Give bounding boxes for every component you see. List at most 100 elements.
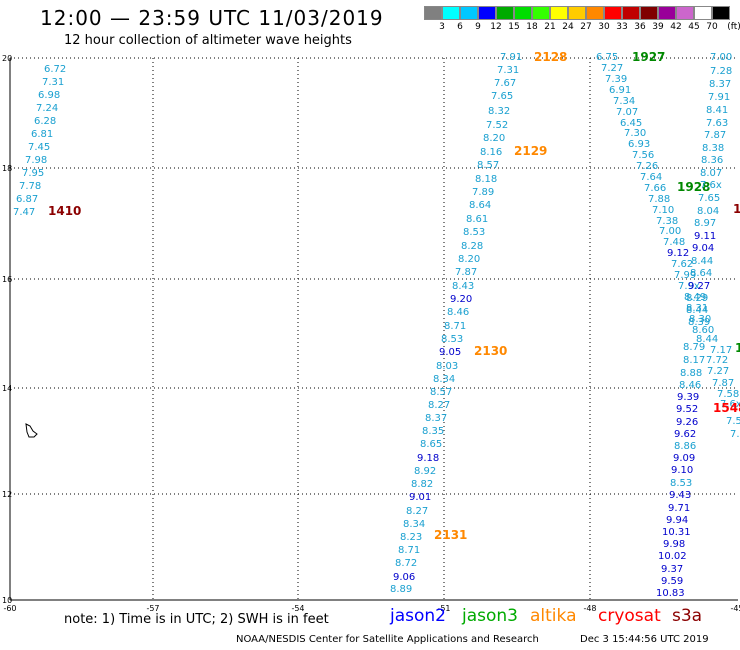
satellite-cryosat: cryosat <box>598 606 661 626</box>
wave-height-label: 8.37 <box>709 79 731 90</box>
legend-swatch <box>694 6 712 20</box>
wave-height-label: 8.18 <box>475 174 497 185</box>
wave-labels: 6.72 7.31 6.98 7.24 6.28 6.81 7.45 7.98 7.95 7.78… <box>13 50 740 599</box>
wave-height-label: 8.36 <box>701 155 723 166</box>
y-tick-label: 12 <box>2 490 12 499</box>
wave-height-label: 7.58 <box>717 389 739 400</box>
wave-height-label: 9.62 <box>674 429 696 440</box>
wave-height-label: 7.27 <box>707 366 729 377</box>
wave-height-label: 6.75 <box>596 52 618 63</box>
wave-height-label: 7.91 <box>500 52 522 63</box>
wave-height-label: 9.43 <box>669 490 691 501</box>
wave-height-label: 8.20 <box>458 254 480 265</box>
wave-height-label: 6.45 <box>620 118 642 129</box>
legend-label: 42 <box>670 22 682 32</box>
wave-height-label: 7.72 <box>706 355 728 366</box>
wave-height-label: 9.26 <box>676 417 698 428</box>
legend-label: 27 <box>580 22 592 32</box>
wave-height-label: 8.28 <box>461 241 483 252</box>
wave-height-label: 8.65 <box>420 439 442 450</box>
wave-height-label: 8.64 <box>690 268 712 279</box>
wave-height-label: 7.24 <box>36 103 58 114</box>
wave-height-label: 9.01 <box>409 492 431 503</box>
wave-height-label: 8.88 <box>680 368 702 379</box>
wave-height-label: 8.53 <box>463 227 485 238</box>
wave-height-label: 8.44 <box>686 305 708 316</box>
wave-height-label: 9.37 <box>661 564 683 575</box>
wave-height-label: 7.87 <box>704 130 726 141</box>
pass-time-label: 1410 <box>48 204 81 218</box>
wave-height-label: 8.43 <box>452 281 474 292</box>
wave-height-label: 8.03 <box>436 361 458 372</box>
wave-height-label: 8.71 <box>398 545 420 556</box>
wave-height-label: 7.17 <box>710 345 732 356</box>
wave-height-label: 8.92 <box>414 466 436 477</box>
wave-height-label: 7.63 <box>706 118 728 129</box>
wave-height-label: 7.65 <box>491 91 513 102</box>
satellite-s3a: s3a <box>672 606 703 626</box>
wave-height-label: 7.31 <box>497 65 519 76</box>
wave-height-label: 8.61 <box>466 214 488 225</box>
wave-height-label: 6.28 <box>34 116 56 127</box>
color-legend-labels: 3 6 9 12 15 18 21 24 27 30 33 36 39 42 45 70 (ft) <box>424 22 740 34</box>
wave-height-label: 8.49 <box>684 292 706 303</box>
wave-height-label: 8.37 <box>425 413 447 424</box>
wave-height-label: 9.09 <box>673 453 695 464</box>
legend-swatch <box>640 6 658 20</box>
wave-height-label: 7.67 <box>494 78 516 89</box>
x-tick-label: -51 <box>437 604 450 613</box>
wave-height-label: 6.81 <box>31 129 53 140</box>
wave-height-label: 8.60 <box>692 325 714 336</box>
wave-height-label: 8.53 <box>441 334 463 345</box>
wave-height-label: 9.98 <box>663 539 685 550</box>
wave-height-label: 7.87 <box>455 267 477 278</box>
axis-ticks: -60 -57 -54 -51 -48 -45 20 18 16 14 12 10 <box>2 54 740 613</box>
wave-height-label: 8.31 <box>686 303 708 314</box>
satellite-jason2: jason2 <box>390 606 446 626</box>
legend-swatch <box>496 6 514 20</box>
wave-height-label: 7.26 <box>636 161 658 172</box>
wave-height-label: 7.31 <box>42 77 64 88</box>
legend-swatch <box>712 6 730 20</box>
wave-height-label: 7.62 <box>671 259 693 270</box>
legend-label: 15 <box>508 22 520 32</box>
pass-time-label: 2128 <box>534 50 567 64</box>
legend-label: 45 <box>688 22 700 32</box>
wave-height-label: 10.02 <box>658 551 687 562</box>
legend-swatch <box>550 6 568 20</box>
legend-label: 18 <box>526 22 538 32</box>
wave-height-label: 9.06 <box>393 572 415 583</box>
wave-height-label: 8.79 <box>683 342 705 353</box>
x-tick-label: -48 <box>583 604 596 613</box>
legend-label: 6 <box>457 22 463 32</box>
wave-height-label: 10.31 <box>662 527 691 538</box>
wave-height-label: 8.07 <box>700 168 722 179</box>
x-tick-label: -60 <box>3 604 16 613</box>
satellite-jason3: jason3 <box>462 606 518 626</box>
legend-swatch <box>658 6 676 20</box>
wave-height-label: 8.86 <box>674 441 696 452</box>
wave-height-label: 7.00 <box>659 226 681 237</box>
wave-height-label: 6.91 <box>609 85 631 96</box>
pass-time-label: 1927 <box>632 50 665 64</box>
wave-height-label: 6.87 <box>16 194 38 205</box>
legend-swatch <box>586 6 604 20</box>
legend-swatch <box>424 6 442 20</box>
color-legend <box>424 6 730 20</box>
wave-height-label: 9.52 <box>676 404 698 415</box>
wave-height-label: 7.39 <box>605 74 627 85</box>
y-tick-label: 20 <box>2 54 12 63</box>
wave-height-label: 7.48 <box>663 237 685 248</box>
wave-height-label: 9.12 <box>667 248 689 259</box>
wave-height-label: 8.64 <box>469 200 491 211</box>
wave-height-label: 7.88 <box>648 194 670 205</box>
wave-height-label: 8.71 <box>444 321 466 332</box>
legend-swatch <box>460 6 478 20</box>
wave-height-label: 7.99 <box>674 270 696 281</box>
wave-height-label: 7.87 <box>712 378 734 389</box>
wave-height-label: 8.57 <box>430 387 452 398</box>
page-title: 12:00 — 23:59 UTC 11/03/2019 <box>40 6 384 30</box>
wave-height-label: 9.10 <box>671 465 693 476</box>
wave-height-label: 8.82 <box>411 479 433 490</box>
